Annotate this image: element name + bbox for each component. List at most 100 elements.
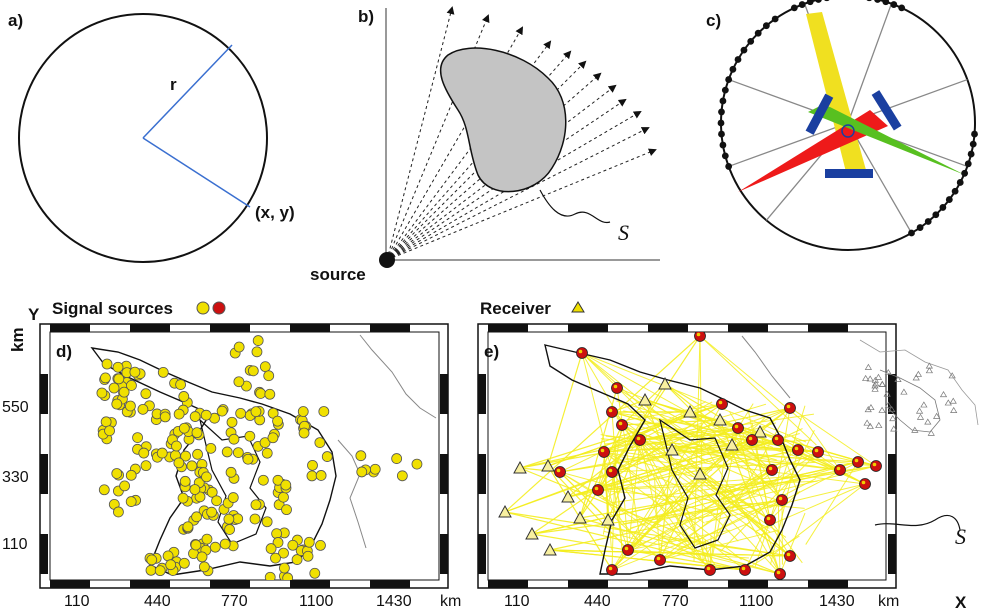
source-point-72 xyxy=(205,442,217,454)
ray-e-178 xyxy=(603,451,770,529)
ray-e-208 xyxy=(603,451,783,502)
source-red-2 xyxy=(606,406,618,418)
source-point-207 xyxy=(145,564,157,576)
source-red-highlight-30 xyxy=(696,332,701,337)
panel-a: a) r (x, y) xyxy=(8,11,295,263)
detector-dot-top-12 xyxy=(890,1,898,8)
source-point-245 xyxy=(247,365,259,377)
ray-e-7 xyxy=(547,352,583,467)
source-point-78 xyxy=(191,427,203,439)
source-red-8 xyxy=(592,484,604,496)
y-tick-d-550: 550 xyxy=(2,399,29,416)
detector-dot-left-12 xyxy=(747,37,755,45)
source-red-highlight-2 xyxy=(608,408,613,413)
source-point-24 xyxy=(118,386,130,398)
x-axis-unit-d: km xyxy=(440,593,461,610)
source-point-217 xyxy=(178,557,190,569)
frame-tick-bottom-e-6 xyxy=(728,580,768,588)
inset-triangle-25 xyxy=(862,374,870,381)
source-point-144 xyxy=(211,495,223,507)
frame-tick-bottom-d-8 xyxy=(370,580,410,588)
source-red-highlight-27 xyxy=(656,556,661,561)
source-point-239 xyxy=(396,470,408,482)
inset-triangle-33 xyxy=(925,367,934,374)
ray-e-181 xyxy=(769,519,803,564)
receiver-8 xyxy=(658,376,672,390)
source-red-12 xyxy=(784,402,796,414)
frame-ticks-e xyxy=(478,324,896,588)
frame-tick-right-e-5 xyxy=(888,534,896,574)
inset-triangle-27 xyxy=(949,397,957,404)
source-dot xyxy=(379,252,395,268)
receiver-6 xyxy=(561,489,575,503)
inset-triangle-10 xyxy=(927,429,935,436)
source-red-21 xyxy=(776,494,788,506)
source-red-30 xyxy=(694,332,706,342)
source-point-57 xyxy=(129,366,141,378)
source-red-3 xyxy=(616,419,628,431)
source-point-182 xyxy=(315,470,327,481)
ray-e-173 xyxy=(655,500,711,571)
receiver-11 xyxy=(753,424,767,438)
source-point-225 xyxy=(279,562,290,574)
source-point-166 xyxy=(271,528,283,540)
source-red-highlight-24 xyxy=(776,570,781,575)
source-red-highlight-17 xyxy=(854,458,859,463)
ray-e-11 xyxy=(504,335,701,513)
source-point-107 xyxy=(250,406,262,418)
ray-e-36 xyxy=(559,471,609,521)
inset-triangle-2 xyxy=(864,406,872,413)
source-red-highlight-1 xyxy=(613,384,618,389)
source-red-highlight-12 xyxy=(786,404,791,409)
source-point-137 xyxy=(182,521,194,533)
detector-dot-left-8 xyxy=(725,76,733,83)
receiver-14 xyxy=(665,442,679,456)
source-red-26 xyxy=(704,564,716,576)
frame-tick-top-e-6 xyxy=(728,324,768,332)
radius-label: r xyxy=(170,75,177,94)
source-point-205 xyxy=(146,554,158,566)
detector-dot-left-6 xyxy=(719,97,727,105)
inset-triangle-26 xyxy=(864,363,873,370)
source-red-10 xyxy=(732,422,744,434)
panel-d: Y Signal sources km d) 110 440 770 1100 1430… xyxy=(2,299,461,610)
source-red-highlight-10 xyxy=(734,424,739,429)
frame-tick-top-d-2 xyxy=(130,324,170,332)
frame-tick-bottom-e-8 xyxy=(808,580,848,588)
object-pointer-e xyxy=(874,515,961,531)
spoke-5 xyxy=(728,122,849,168)
source-point-163 xyxy=(272,474,284,486)
source-point-158 xyxy=(261,516,273,528)
source-point-168 xyxy=(257,474,269,486)
source-point-81 xyxy=(221,446,233,458)
ray-e-175 xyxy=(786,404,877,467)
source-point-97 xyxy=(242,453,254,465)
detector-dot-top-0 xyxy=(790,4,798,12)
detector-dot-right-8 xyxy=(939,204,947,211)
x-tick-d-1430: 1430 xyxy=(376,593,412,610)
source-point-248 xyxy=(251,346,263,358)
source-point-102 xyxy=(272,415,283,427)
source-point-103 xyxy=(216,405,228,417)
frame-tick-top-e-0 xyxy=(488,324,528,332)
ray-e-213 xyxy=(597,426,625,491)
source-point-240 xyxy=(411,458,423,470)
radius-line-r xyxy=(142,44,233,139)
source-red-highlight-9 xyxy=(718,400,723,405)
inset-triangle-35 xyxy=(948,372,956,379)
frame-tick-right-d-1 xyxy=(440,374,448,414)
source-point-176 xyxy=(318,406,330,417)
source-point-77 xyxy=(171,440,182,452)
source-red-13 xyxy=(772,434,784,446)
inset-triangle-31 xyxy=(915,407,924,414)
source-point-242 xyxy=(252,335,264,346)
source-red-16 xyxy=(812,446,824,458)
detector-dot-right-12 xyxy=(908,229,915,237)
ray-e-84 xyxy=(801,416,841,471)
frame-tick-bottom-e-0 xyxy=(488,580,528,588)
radius-line-xy xyxy=(142,137,251,208)
green-beam xyxy=(808,104,965,175)
ray-8 xyxy=(386,127,650,261)
panel-b-label: b) xyxy=(358,7,374,26)
